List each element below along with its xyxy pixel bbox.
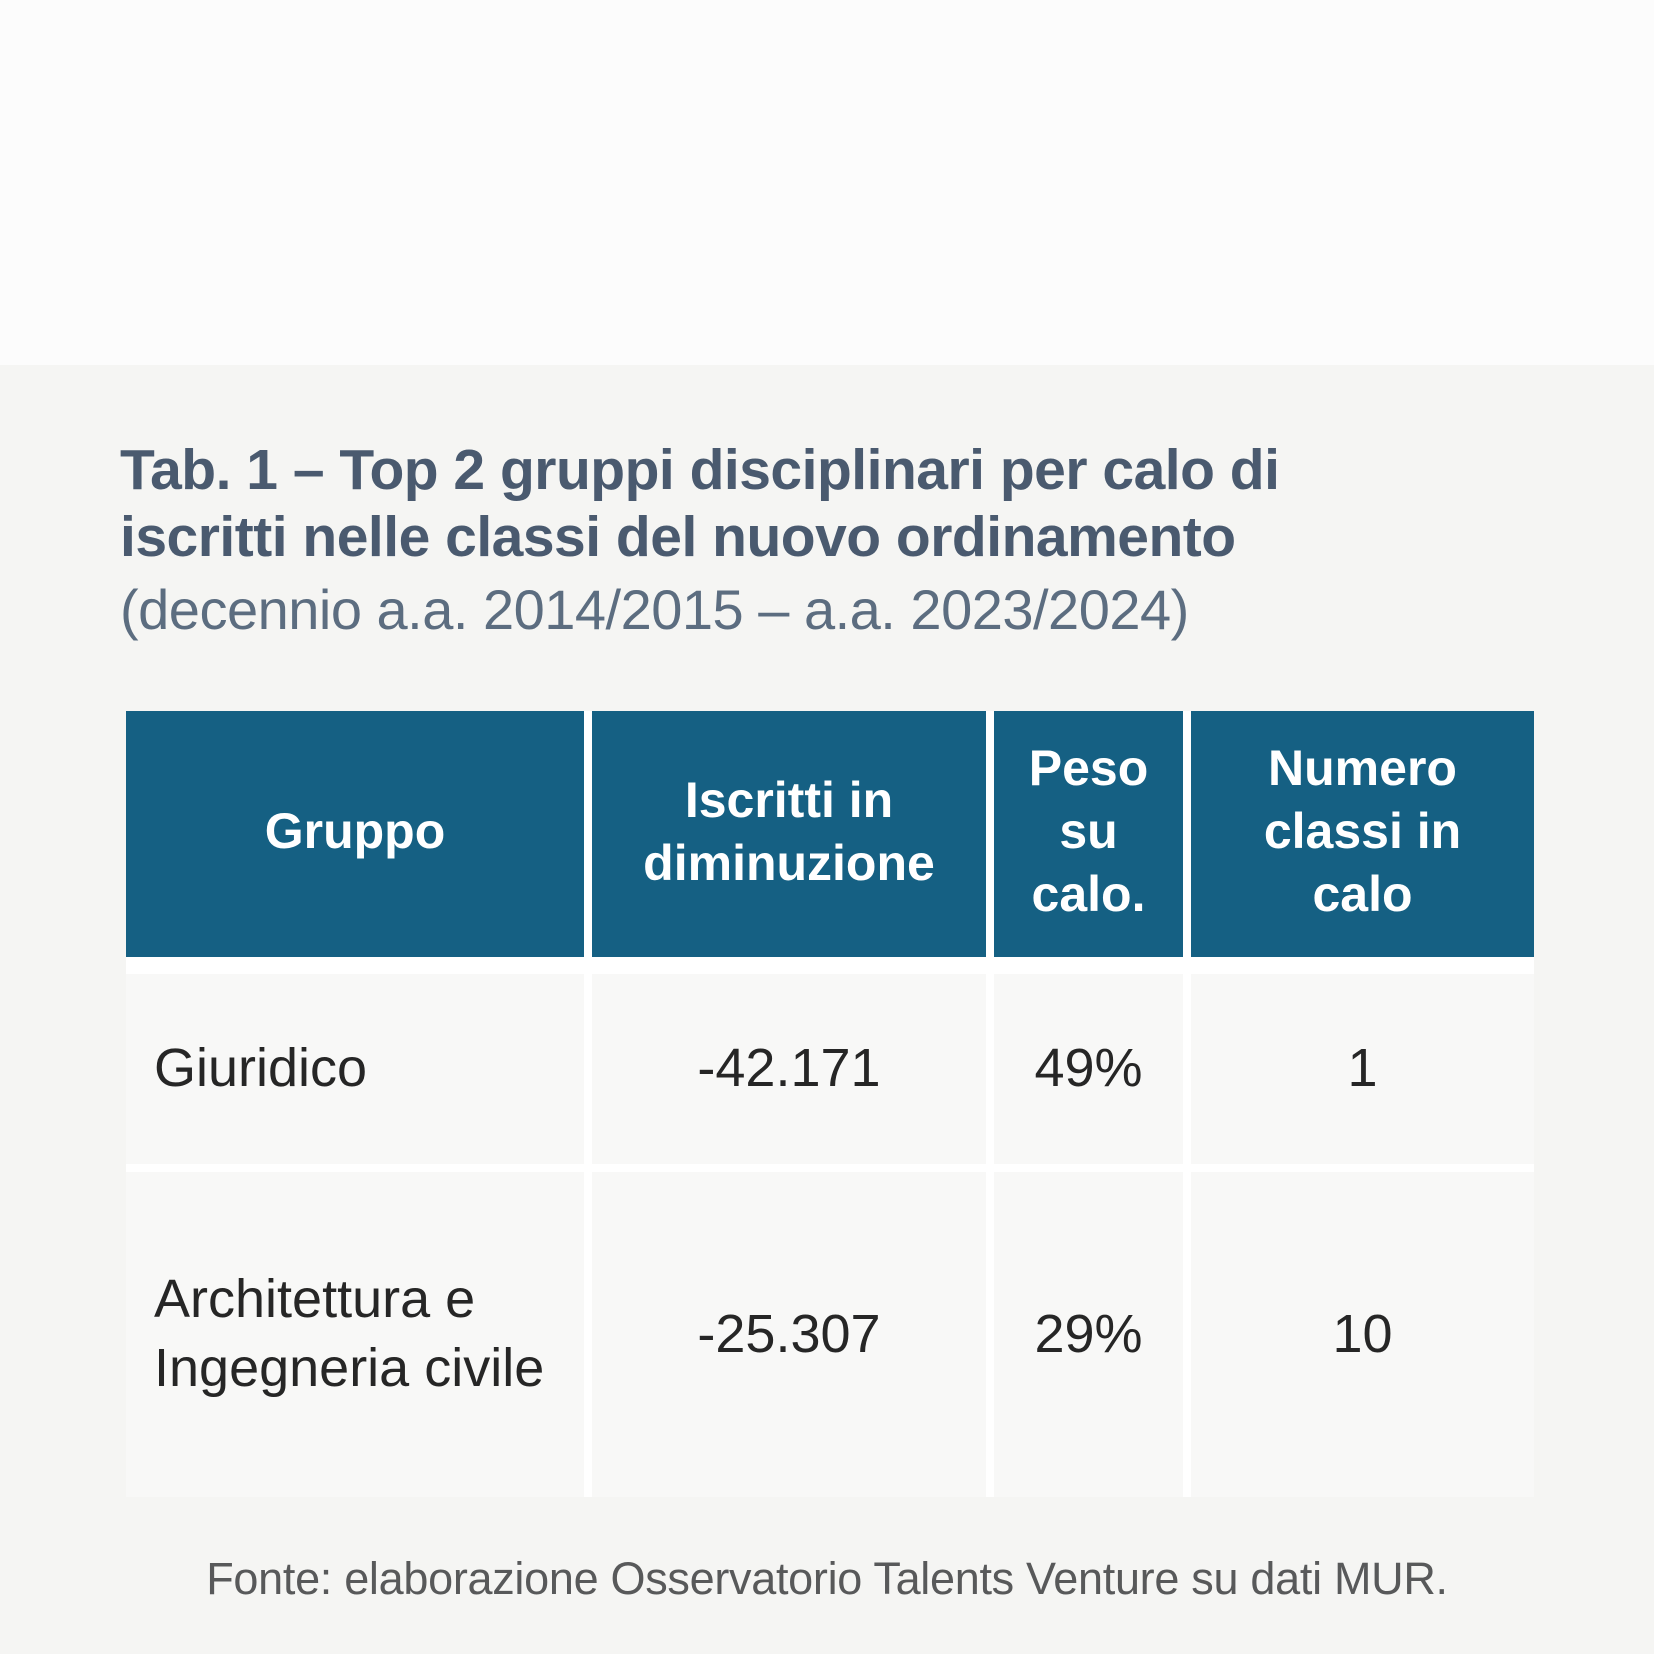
data-table: Gruppo Iscritti in diminuzione Peso su c… [126,710,1534,1497]
top-whitespace-band [0,0,1654,365]
source-note: Fonte: elaborazione Osservatorio Talents… [206,1552,1448,1604]
page-title: Tab. 1 – Top 2 gruppi disciplinari per c… [120,437,1534,570]
table-row-1-cell-iscritti: -42.171 [592,973,986,1164]
column-header-iscritti-in-diminuzione: Iscritti in diminuzione [592,710,986,966]
page-title-line-1: Tab. 1 – Top 2 gruppi disciplinari per c… [120,438,1280,502]
table-row-1-cell-classi: 1 [1191,973,1534,1164]
content-area: Tab. 1 – Top 2 gruppi disciplinari per c… [0,437,1654,1605]
column-header-numero-classi-in-calo: Numero classi in calo [1191,710,1534,966]
column-header-gruppo: Gruppo [126,710,584,966]
page-subtitle: (decennio a.a. 2014/2015 – a.a. 2023/202… [120,578,1189,642]
table-row-2-cell-classi: 10 [1191,1171,1534,1497]
column-header-peso-su-calo: Peso su calo. [994,710,1183,966]
table-row-2-cell-iscritti: -25.307 [592,1171,986,1497]
table-row-2-cell-gruppo: Architettura e Ingegneria civile [126,1171,584,1497]
table-row-2-cell-peso: 29% [994,1171,1183,1497]
page-title-line-2: iscritti nelle classi del nuovo ordiname… [120,504,1236,569]
table-row-1-cell-peso: 49% [994,973,1183,1164]
table-row-1-cell-gruppo: Giuridico [126,973,584,1164]
